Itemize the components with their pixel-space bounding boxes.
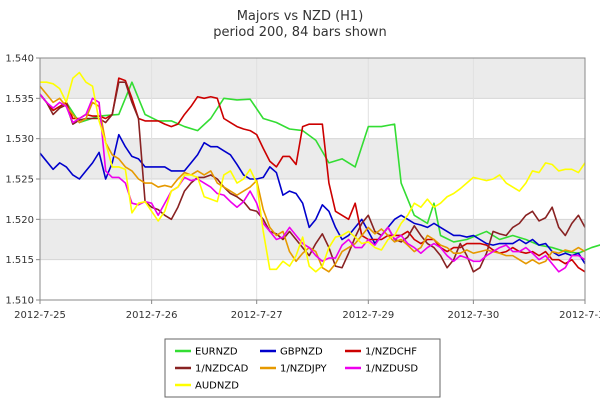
grid-band bbox=[40, 179, 585, 220]
x-tick-label: 2012-7-30 bbox=[447, 310, 499, 321]
y-axis: 1.510 1.515 1.520 1.525 1.530 1.535 1.540 bbox=[5, 54, 40, 307]
x-tick-label: 2012-7-25 bbox=[14, 310, 66, 321]
grid-band bbox=[40, 219, 585, 260]
grid-band bbox=[40, 138, 585, 179]
legend-box bbox=[164, 338, 441, 398]
y-tick-label: 1.520 bbox=[5, 215, 34, 226]
y-tick-label: 1.530 bbox=[5, 134, 34, 145]
y-tick-label: 1.525 bbox=[5, 175, 34, 186]
x-tick-label: 2012-7-27 bbox=[231, 310, 283, 321]
grid-band bbox=[40, 259, 585, 300]
series-line-audnzd bbox=[40, 71, 586, 273]
y-tick-label: 1.510 bbox=[5, 296, 34, 307]
legend-label-1-nzdcad: 1/NZDCAD bbox=[195, 364, 249, 375]
legend-label-eurnzd: EURNZD bbox=[195, 347, 238, 358]
chart-subtitle: period 200, 84 bars shown bbox=[213, 25, 387, 40]
y-tick-label: 1.540 bbox=[5, 54, 34, 65]
x-tick-label: 2012-7-29 bbox=[342, 310, 394, 321]
grid-band bbox=[40, 58, 585, 99]
y-tick-label: 1.535 bbox=[5, 94, 34, 105]
x-axis: 2012-7-25 2012-7-26 2012-7-27 2012-7-29 2012… bbox=[14, 300, 600, 321]
legend: EURNZD GBPNZD 1/NZDCHF 1/NZDCAD 1/NZDJPY 1/NZ… bbox=[164, 338, 441, 398]
x-tick-label: 2012-7-26 bbox=[126, 310, 178, 321]
series-line-1-nzdjpy bbox=[39, 85, 586, 273]
legend-label-audnzd: AUDNZD bbox=[195, 381, 239, 392]
y-tick-label: 1.515 bbox=[5, 255, 34, 266]
legend-label-1-nzdchf: 1/NZDCHF bbox=[365, 347, 417, 358]
grid-band bbox=[40, 98, 585, 139]
series-layer bbox=[39, 71, 600, 273]
series-line-gbpnzd bbox=[39, 133, 586, 265]
legend-label-gbpnzd: GBPNZD bbox=[280, 347, 323, 358]
x-tick-label: 2012-7-31 bbox=[559, 310, 600, 321]
legend-label-1-nzdjpy: 1/NZDJPY bbox=[280, 364, 328, 375]
series-line-1-nzdusd bbox=[39, 93, 586, 273]
legend-label-1-nzdusd: 1/NZDUSD bbox=[365, 364, 418, 375]
chart-title: Majors vs NZD (H1) bbox=[237, 9, 364, 24]
